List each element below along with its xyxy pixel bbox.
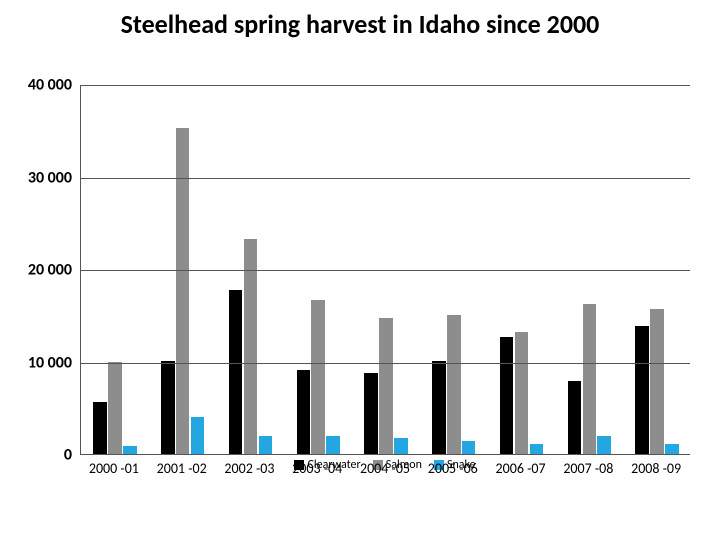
bar: [583, 304, 597, 454]
bar: [93, 402, 107, 454]
x-tick-label: 2005 -06: [428, 460, 478, 477]
bar: [530, 444, 544, 454]
bar: [500, 337, 514, 454]
x-tick-label: 2004 -05: [360, 460, 410, 477]
bar: [259, 436, 273, 455]
chart-area: ClearwaterSalmonSnake 010 00020 00030 00…: [80, 85, 690, 455]
y-tick-label: 0: [64, 446, 72, 465]
bar: [650, 309, 664, 454]
bar: [462, 441, 476, 454]
y-tick-label: 10 000: [28, 353, 72, 372]
bar: [244, 239, 258, 454]
gridline: [81, 178, 690, 179]
chart-title: Steelhead spring harvest in Idaho since …: [0, 8, 720, 40]
bar: [597, 436, 611, 454]
x-tick-label: 2000 -01: [89, 460, 139, 477]
gridline: [81, 363, 690, 364]
x-tick-label: 2006 -07: [496, 460, 546, 477]
bar: [364, 373, 378, 454]
bar: [515, 332, 529, 454]
bar: [379, 318, 393, 454]
x-tick-label: 2007 -08: [563, 460, 613, 477]
bar: [123, 446, 137, 454]
y-tick-label: 40 000: [28, 76, 72, 95]
bar: [326, 436, 340, 454]
bar: [297, 370, 311, 454]
bar: [311, 300, 325, 454]
x-tick-label: 2002 -03: [224, 460, 274, 477]
bar: [568, 381, 582, 454]
x-tick-label: 2008 -09: [631, 460, 681, 477]
bar: [635, 326, 649, 454]
bar: [665, 444, 679, 454]
bar: [432, 361, 446, 454]
y-tick-label: 30 000: [28, 168, 72, 187]
bar: [394, 438, 408, 454]
bar: [447, 315, 461, 454]
y-tick-label: 20 000: [28, 261, 72, 280]
bar: [229, 290, 243, 454]
bar: [161, 361, 175, 454]
gridline: [81, 270, 690, 271]
gridline: [81, 85, 690, 86]
plot-region: [80, 85, 690, 455]
x-tick-label: 2001 -02: [157, 460, 207, 477]
bar: [191, 417, 205, 454]
x-tick-label: 2003 -04: [292, 460, 342, 477]
bar: [108, 362, 122, 455]
